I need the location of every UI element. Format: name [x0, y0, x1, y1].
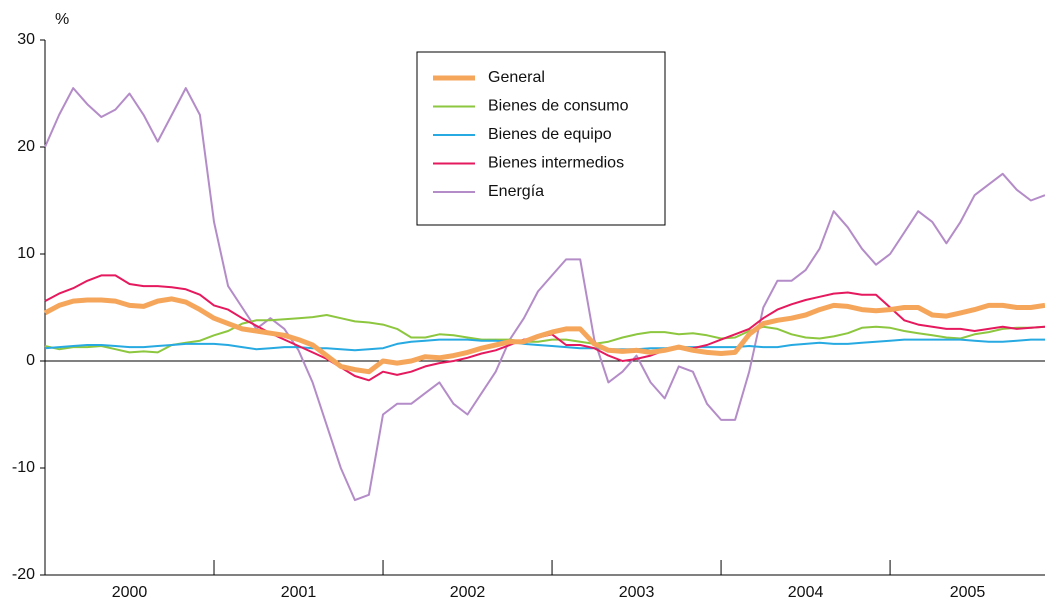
legend-label: Bienes intermedios [488, 155, 624, 172]
series-line [44, 274, 1045, 382]
x-tick-label: 2000 [112, 584, 148, 601]
series-line [44, 314, 1045, 354]
y-tick-label: 0 [26, 352, 35, 369]
y-tick-label: 20 [17, 138, 35, 155]
x-tick-label: 2001 [281, 584, 317, 601]
y-axis-label: % [55, 11, 69, 28]
series-line [43, 296, 1045, 375]
legend-label: Energía [488, 183, 544, 200]
x-tick-label: 2004 [788, 584, 824, 601]
series-line [44, 87, 1045, 502]
x-tick-label: 2005 [950, 584, 986, 601]
y-tick-label: 10 [17, 245, 35, 262]
legend [416, 51, 666, 226]
y-tick-label: 30 [17, 31, 35, 48]
x-tick-label: 2002 [450, 584, 486, 601]
legend-label: Bienes de consumo [488, 98, 629, 115]
legend-label: General [488, 69, 545, 86]
series-line [44, 338, 1045, 352]
x-tick-label: 2003 [619, 584, 655, 601]
y-tick-label: -10 [12, 459, 35, 476]
legend-label: Bienes de equipo [488, 126, 612, 143]
y-tick-label: -20 [12, 566, 35, 583]
